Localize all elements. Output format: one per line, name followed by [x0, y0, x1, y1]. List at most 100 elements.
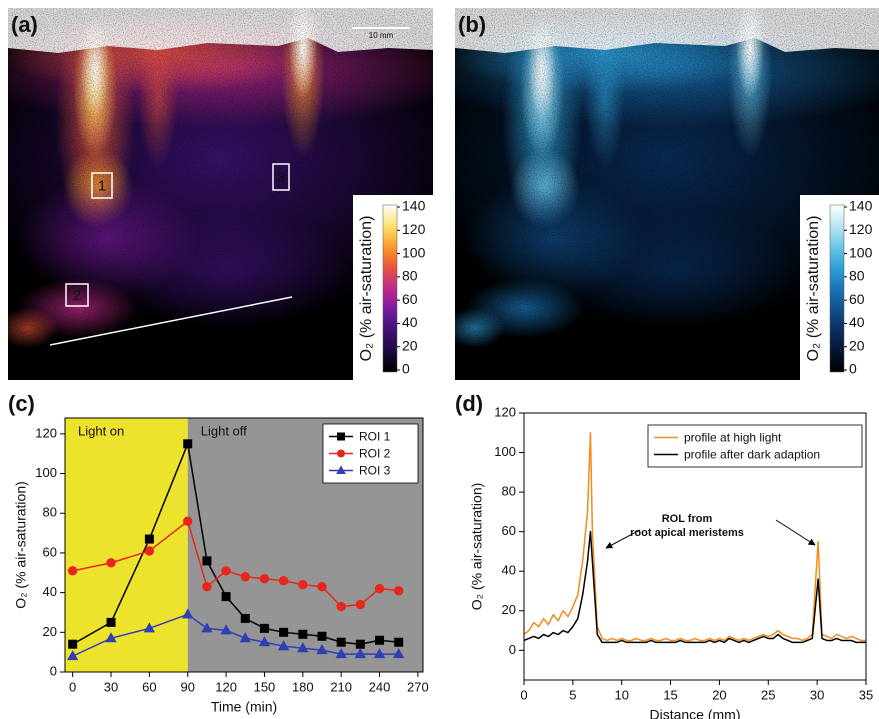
x-tick-label: 210 — [330, 679, 352, 694]
legend-label: ROI 2 — [359, 447, 391, 461]
roi-box — [272, 163, 290, 191]
data-point — [183, 516, 193, 526]
data-point — [143, 622, 156, 633]
colorbar-tick-label: 40 — [849, 314, 865, 330]
x-tick-label: 90 — [181, 679, 195, 694]
data-point — [221, 566, 231, 576]
x-tick-label: 10 — [614, 687, 628, 702]
data-point — [278, 576, 289, 586]
colorbar-tick-label: 80 — [849, 268, 865, 284]
data-point — [354, 648, 367, 659]
y-tick-label: 60 — [502, 523, 516, 538]
x-tick-label: 15 — [663, 687, 677, 702]
colorbar-tick-label: 60 — [849, 291, 865, 307]
roi-label: 3 — [277, 169, 285, 186]
data-point — [258, 636, 271, 647]
colorbar-label: O₂ (% air-saturation) — [358, 216, 375, 362]
colorbar-tick-label: 20 — [849, 337, 865, 353]
plot-frame — [523, 412, 867, 681]
annotation-arrow — [605, 529, 641, 549]
roi-label: 2 — [73, 287, 81, 304]
data-point — [106, 617, 116, 627]
x-tick-label: 240 — [369, 679, 391, 694]
data-point — [239, 632, 251, 643]
legend-label: profile after dark adaption — [684, 448, 820, 462]
x-tick-label: 270 — [407, 679, 429, 694]
x-tick-label: 0 — [520, 687, 527, 702]
data-point — [144, 546, 155, 556]
roi-box — [91, 172, 113, 199]
data-point — [373, 648, 386, 659]
data-point — [182, 608, 194, 619]
panel-label: (b) — [458, 12, 486, 37]
colorbar-tick-label: 100 — [849, 244, 873, 260]
colorbar — [382, 204, 398, 373]
colorbar — [829, 204, 845, 373]
y-tick-label: 20 — [43, 624, 57, 639]
x-axis-label: Distance (mm) — [649, 707, 740, 719]
data-point — [183, 439, 193, 449]
x-tick-label: 5 — [569, 687, 576, 702]
data-point — [316, 644, 328, 655]
region-label: Light off — [201, 423, 247, 438]
legend-box — [647, 424, 863, 468]
panel-label: (a) — [11, 12, 38, 37]
y-tick-label: 80 — [43, 505, 57, 520]
colorbar-tick-label: 40 — [402, 314, 418, 330]
x-tick-label: 20 — [712, 687, 726, 702]
y-tick-label: 40 — [43, 584, 57, 599]
colorbar-tick-label: 0 — [849, 361, 857, 377]
y-axis-label: O₂ (% air-saturation) — [13, 481, 29, 609]
x-tick-label: 60 — [142, 679, 156, 694]
y-tick-label: 120 — [35, 425, 57, 440]
x-tick-label: 25 — [761, 687, 775, 702]
roi-box — [65, 283, 89, 307]
colorbar-tick-label: 60 — [402, 291, 418, 307]
annotation: root apical meristems — [630, 527, 744, 539]
x-tick-label: 30 — [104, 679, 118, 694]
y-tick-label: 60 — [43, 544, 57, 559]
plot-frame — [64, 417, 424, 673]
y-axis-label: O₂ (% air-saturation) — [469, 483, 485, 611]
data-point — [67, 650, 79, 661]
data-point — [68, 639, 78, 649]
legend-marker — [337, 449, 345, 458]
data-point — [336, 601, 346, 612]
data-point — [259, 623, 269, 633]
y-tick-label: 120 — [494, 404, 516, 419]
annotation-arrow — [775, 519, 816, 546]
colorbar-tick-label: 100 — [402, 244, 426, 260]
y-tick-label: 20 — [502, 602, 516, 617]
x-tick-label: 35 — [859, 687, 873, 702]
legend-marker — [337, 432, 345, 441]
data-point — [374, 583, 385, 594]
data-point — [317, 581, 327, 592]
transect-line — [49, 296, 293, 346]
colorbar-tick-label: 0 — [402, 361, 410, 377]
roi-label: 1 — [98, 177, 106, 194]
data-point — [240, 572, 250, 582]
data-point — [336, 637, 346, 647]
x-tick-label: 120 — [215, 679, 237, 694]
colorbar-tick-label: 80 — [402, 268, 418, 284]
series-line — [524, 432, 866, 642]
oxygen-image — [455, 8, 879, 380]
data-point — [202, 581, 212, 592]
colorbar-tick-label: 140 — [849, 198, 873, 214]
x-tick-label: 0 — [69, 679, 76, 694]
data-point — [298, 579, 308, 590]
data-point — [220, 624, 232, 635]
x-tick-label: 180 — [292, 679, 314, 694]
y-tick-label: 80 — [502, 484, 516, 499]
data-point — [335, 648, 347, 659]
region-label: Light on — [78, 423, 124, 438]
data-point — [279, 627, 289, 637]
x-tick-label: 150 — [254, 679, 276, 694]
data-point — [355, 639, 365, 649]
colorbar-tick-label: 140 — [402, 198, 426, 214]
colorbar-label: O₂ (% air-saturation) — [805, 216, 822, 362]
y-tick-label: 100 — [494, 444, 516, 459]
data-point — [297, 642, 309, 653]
